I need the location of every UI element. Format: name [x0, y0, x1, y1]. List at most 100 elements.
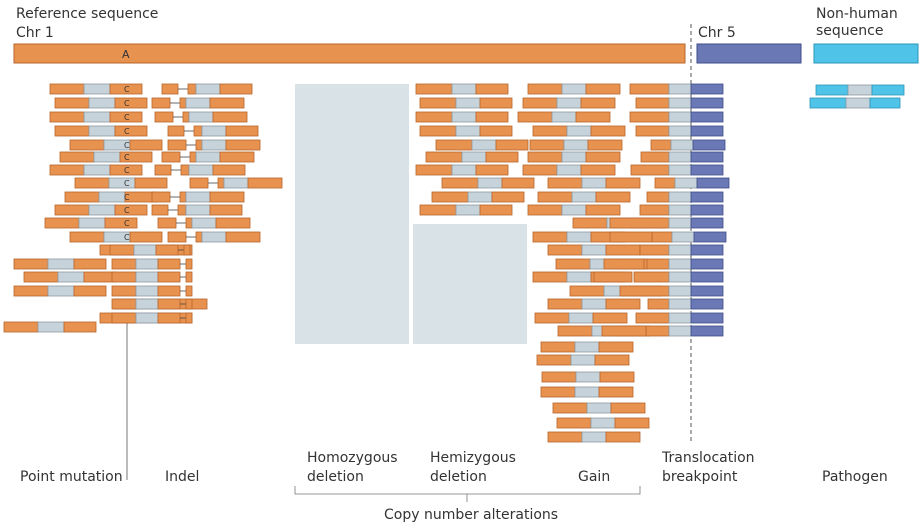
translocation-read-segment: [696, 177, 730, 189]
mutant-base-label: C: [124, 127, 130, 136]
translocation-read-segment: [630, 164, 670, 176]
gain-read-segment: [547, 177, 583, 189]
hemizygous-region-read-segment: [475, 164, 509, 176]
gain-read-segment: [527, 204, 563, 216]
indel-read-segment: [180, 164, 190, 176]
hemizygous-region-read-segment: [479, 204, 513, 216]
indel-read-segment: [109, 244, 135, 256]
indel-read-segment: [193, 125, 203, 137]
gain-read-segment: [580, 164, 616, 176]
translocation-read-segment: [603, 258, 645, 270]
indel-read-segment: [188, 111, 214, 123]
point-mutation-read-segment: [74, 177, 110, 189]
gain-read-segment: [571, 191, 597, 203]
point-mutation-read-segment: [69, 231, 105, 243]
hemizygous-region-read-segment: [475, 111, 509, 123]
translocation-read-segment: [645, 325, 670, 337]
gain-read-segment: [556, 97, 582, 109]
gain-read-segment: [574, 341, 600, 353]
point-mutation-read-segment: [49, 83, 85, 95]
hemizygous-region-read-segment: [435, 139, 473, 151]
hemizygous-region-read-segment: [415, 164, 453, 176]
indel-read-segment: [111, 285, 137, 297]
translocation-read-segment: [668, 298, 692, 310]
pathogen-read-segment: [815, 84, 849, 96]
translocation-read-segment: [690, 217, 724, 229]
hemizygous-region-read-segment: [425, 151, 463, 163]
gain-read-segment: [566, 231, 592, 243]
translocation-read-segment: [647, 298, 670, 310]
non-human-reference-bar: [813, 43, 919, 64]
point-mutation-read-segment: [47, 258, 75, 270]
indel-read-segment: [111, 298, 137, 310]
hemizygous-region-read-segment: [451, 83, 477, 95]
gain-read-segment: [547, 431, 583, 443]
gain-read-segment: [529, 139, 565, 151]
gain-read-segment: [536, 354, 572, 366]
mutant-base-label: C: [124, 113, 130, 122]
point-mutation-read-segment: [104, 217, 138, 229]
point-mutation-read-segment: [98, 191, 126, 203]
gain-read-segment: [585, 151, 621, 163]
gain-read-segment: [592, 312, 628, 324]
indel-read-segment: [225, 231, 261, 243]
point-mutation-read-segment: [37, 321, 65, 333]
translocation-read-segment: [690, 244, 724, 256]
hemizygous-region-read-segment: [471, 139, 497, 151]
translocation-read-segment: [670, 139, 694, 151]
translocation-read-segment: [690, 151, 724, 163]
translocation-read-segment: [690, 285, 724, 297]
translocation-read-segment: [646, 191, 670, 203]
point-mutation-read-segment: [109, 83, 143, 95]
indel-read-segment: [167, 139, 187, 151]
pathogen-read-segment: [847, 84, 873, 96]
mutant-base-label: C: [124, 179, 130, 188]
hemizygous-region-read-segment: [475, 83, 509, 95]
hemizygous-region-read-segment: [441, 177, 479, 189]
translocation-read-segment: [690, 204, 724, 216]
gain-read-segment: [555, 258, 591, 270]
indel-read-segment: [247, 177, 283, 189]
indel-read-segment: [185, 97, 211, 109]
translocation-read-segment: [593, 271, 633, 283]
indel-read-segment: [185, 271, 193, 283]
translocation-read-segment: [639, 244, 670, 256]
translocation-read-segment: [601, 325, 647, 337]
hemizygous-deletion-label-line2: deletion: [430, 469, 487, 485]
indel-read-segment: [167, 125, 185, 137]
indel-read-segment: [161, 151, 181, 163]
indel-read-segment: [135, 258, 159, 270]
translocation-read-segment: [668, 164, 692, 176]
point-mutation-read-segment: [88, 125, 116, 137]
indel-read-segment: [191, 217, 217, 229]
indel-read-segment: [185, 312, 193, 324]
gain-read-segment: [570, 354, 596, 366]
translocation-read-segment: [690, 125, 724, 137]
indel-read-segment: [167, 231, 187, 243]
mutant-base-label: C: [124, 166, 130, 175]
translocation-read-segment: [674, 177, 698, 189]
translocation-read-segment: [668, 244, 692, 256]
indel-read-segment: [223, 177, 249, 189]
gain-read-segment: [552, 402, 588, 414]
hemizygous-region-read-segment: [479, 97, 513, 109]
translocation-read-segment: [633, 271, 670, 283]
indel-read-segment: [135, 285, 159, 297]
translocation-read-segment: [646, 258, 670, 270]
gain-read-segment: [566, 125, 592, 137]
point-mutation-read-segment: [83, 83, 111, 95]
indel-read-segment: [217, 177, 225, 189]
indel-read-segment: [183, 244, 191, 256]
indel-read-segment: [185, 285, 193, 297]
indel-read-segment: [185, 217, 193, 229]
gain-read-segment: [563, 139, 589, 151]
translocation-read-segment: [668, 312, 692, 324]
hemizygous-deletion-label-line1: Hemizygous: [430, 450, 516, 466]
indel-read-segment: [188, 164, 214, 176]
indel-read-segment: [225, 139, 261, 151]
non-human-label-line1: Non-human: [816, 6, 898, 22]
copy-number-bracket: [294, 486, 641, 502]
indel-read-segment: [182, 111, 190, 123]
translocation-read-segment: [635, 97, 670, 109]
point-mutation-read-segment: [83, 164, 111, 176]
